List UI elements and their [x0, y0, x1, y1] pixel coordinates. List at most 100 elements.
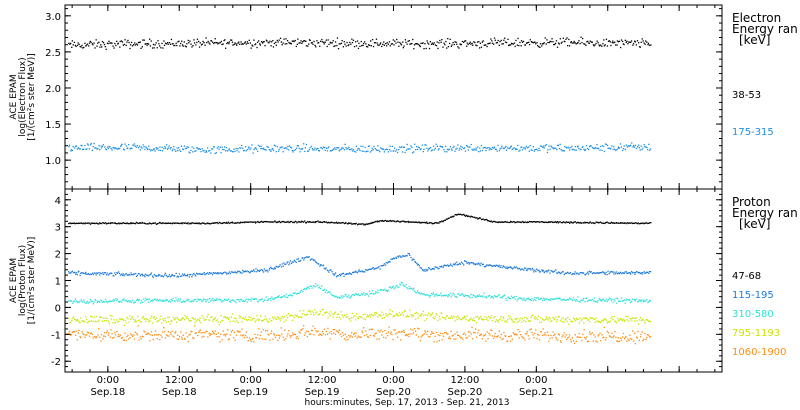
- data-point: [499, 266, 501, 268]
- data-point: [83, 222, 85, 224]
- data-point: [402, 146, 405, 148]
- y-tick-label: 2.5: [45, 48, 61, 59]
- data-point: [178, 298, 180, 300]
- data-point: [86, 302, 88, 304]
- data-point: [386, 315, 388, 317]
- data-point: [418, 292, 420, 294]
- data-point: [634, 144, 637, 147]
- data-point: [235, 301, 237, 304]
- data-point: [133, 334, 135, 336]
- data-point: [163, 274, 166, 276]
- data-point: [430, 269, 432, 271]
- data-point: [107, 301, 109, 303]
- data-point: [138, 319, 140, 321]
- data-point: [646, 271, 648, 273]
- data-point: [649, 300, 651, 302]
- data-point: [100, 145, 102, 147]
- data-point: [281, 44, 283, 46]
- data-point: [508, 297, 511, 299]
- data-point: [393, 329, 395, 331]
- data-point: [570, 298, 572, 300]
- data-point: [288, 264, 290, 266]
- data-point: [153, 222, 155, 224]
- data-point: [592, 340, 594, 342]
- data-point: [249, 339, 252, 341]
- data-point: [383, 44, 385, 46]
- data-point: [314, 260, 316, 262]
- data-point: [182, 273, 184, 275]
- data-point: [422, 293, 424, 295]
- data-point: [570, 341, 572, 343]
- data-point: [99, 336, 101, 338]
- data-point: [71, 317, 74, 319]
- data-point: [443, 149, 445, 151]
- data-point: [631, 338, 633, 341]
- data-point: [312, 149, 314, 151]
- data-point: [585, 273, 587, 275]
- data-point: [311, 329, 313, 332]
- data-point: [597, 300, 599, 302]
- data-point: [525, 145, 527, 148]
- data-point: [481, 319, 484, 321]
- data-point: [423, 269, 425, 271]
- data-point: [131, 334, 133, 336]
- data-point: [223, 222, 225, 224]
- data-point: [251, 270, 253, 272]
- data-point: [164, 337, 167, 339]
- data-point: [323, 221, 325, 223]
- data-point: [313, 149, 315, 151]
- data-point: [85, 148, 87, 151]
- data-point: [226, 317, 229, 319]
- data-point: [474, 264, 477, 266]
- data-point: [189, 40, 191, 42]
- data-point: [286, 335, 288, 337]
- data-point: [569, 149, 571, 151]
- data-point: [419, 149, 421, 151]
- data-point: [631, 320, 633, 322]
- data-point: [415, 292, 418, 294]
- data-point: [160, 315, 162, 317]
- data-point: [195, 275, 197, 277]
- data-point: [87, 273, 89, 275]
- data-point: [644, 272, 646, 275]
- data-point: [102, 301, 104, 304]
- data-point: [505, 297, 507, 300]
- data-point: [165, 43, 168, 45]
- data-point: [323, 312, 326, 314]
- data-point: [574, 221, 576, 223]
- data-point: [217, 332, 220, 334]
- data-point: [412, 332, 415, 334]
- data-point: [560, 272, 562, 274]
- data-point: [556, 148, 558, 151]
- data-point: [76, 44, 79, 46]
- data-point: [250, 270, 252, 272]
- data-point: [122, 299, 124, 301]
- data-point: [379, 268, 381, 270]
- data-point: [491, 148, 493, 150]
- data-point: [308, 309, 311, 312]
- data-point: [168, 275, 170, 278]
- data-point: [359, 294, 361, 297]
- x-tick-label-date: Sep.21: [519, 387, 554, 398]
- data-point: [119, 317, 121, 320]
- data-point: [518, 221, 520, 223]
- data-point: [316, 331, 318, 333]
- data-point: [155, 299, 157, 301]
- data-point: [564, 319, 566, 321]
- data-point: [347, 315, 349, 318]
- data-point: [524, 148, 526, 150]
- data-point: [278, 295, 280, 297]
- data-point: [213, 318, 215, 320]
- data-point: [341, 222, 343, 224]
- data-point: [449, 317, 451, 319]
- data-point: [558, 221, 560, 223]
- data-point: [402, 47, 404, 49]
- y-axis-label-line: log(Proton Flux): [18, 245, 28, 316]
- data-point: [487, 43, 489, 45]
- data-point: [589, 40, 591, 42]
- data-point: [105, 319, 108, 322]
- data-point: [173, 275, 175, 277]
- data-point: [499, 40, 501, 43]
- data-point: [70, 333, 73, 336]
- data-point: [406, 143, 408, 146]
